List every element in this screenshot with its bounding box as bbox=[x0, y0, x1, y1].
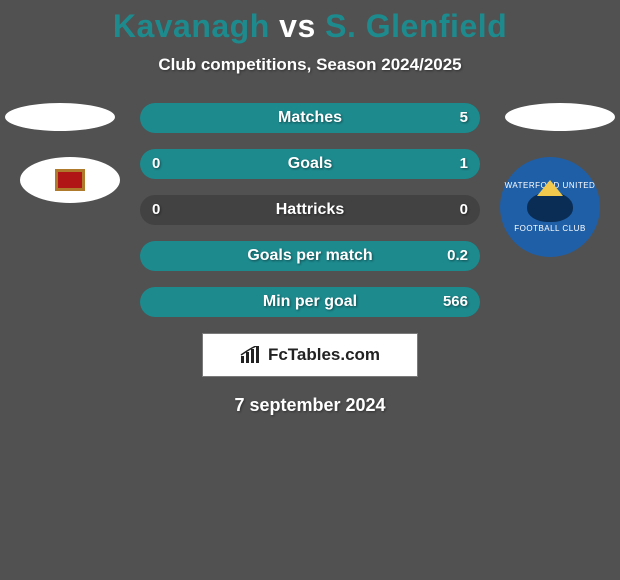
vs-text: vs bbox=[279, 8, 316, 44]
stat-value-right: 566 bbox=[443, 287, 468, 317]
player-left-name: Kavanagh bbox=[113, 8, 270, 44]
stat-value-right: 5 bbox=[460, 103, 468, 133]
stat-value-right: 1 bbox=[460, 149, 468, 179]
stat-row: Hattricks0 0 bbox=[140, 195, 480, 225]
date-text: 7 september 2024 bbox=[0, 395, 620, 416]
stat-bars: Matches5Goals01Hattricks00Goals per matc… bbox=[140, 103, 480, 317]
crest-right-ship-icon bbox=[527, 192, 573, 222]
chart-area: WATERFORD UNITED FOOTBALL CLUB Matches5 G… bbox=[0, 103, 620, 317]
stat-value-right: 0.2 bbox=[447, 241, 468, 271]
comparison-infographic: Kavanagh vs S. Glenfield Club competitio… bbox=[0, 0, 620, 580]
club-crest-right: WATERFORD UNITED FOOTBALL CLUB bbox=[500, 157, 600, 257]
title: Kavanagh vs S. Glenfield bbox=[0, 0, 620, 45]
stat-row: Min per goal566 bbox=[140, 287, 480, 317]
stat-label: Matches bbox=[140, 103, 480, 133]
stat-label: Goals per match bbox=[140, 241, 480, 271]
player-left-placeholder bbox=[5, 103, 115, 131]
stat-row: Goals0 1 bbox=[140, 149, 480, 179]
player-right-name: S. Glenfield bbox=[325, 8, 507, 44]
crest-left-shield-icon bbox=[55, 169, 85, 191]
subtitle: Club competitions, Season 2024/2025 bbox=[0, 55, 620, 75]
player-right-placeholder bbox=[505, 103, 615, 131]
brand-box: FcTables.com bbox=[202, 333, 418, 377]
crest-right-text-bottom: FOOTBALL CLUB bbox=[514, 224, 586, 233]
club-crest-left bbox=[20, 157, 120, 203]
stat-label: Goals bbox=[140, 149, 480, 179]
stat-row: Matches5 bbox=[140, 103, 480, 133]
stat-row: Goals per match0.2 bbox=[140, 241, 480, 271]
stat-value-right: 0 bbox=[460, 195, 468, 225]
brand-chart-icon bbox=[240, 346, 262, 364]
stat-label: Hattricks bbox=[140, 195, 480, 225]
stat-label: Min per goal bbox=[140, 287, 480, 317]
brand-text: FcTables.com bbox=[268, 345, 380, 365]
stat-value-left: 0 bbox=[152, 149, 160, 179]
stat-value-left: 0 bbox=[152, 195, 160, 225]
